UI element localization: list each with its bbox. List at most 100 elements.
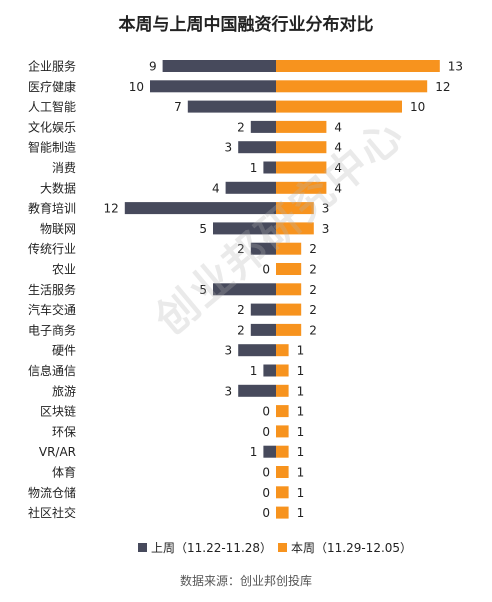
- value-label-this-week: 4: [334, 141, 342, 155]
- value-label-last-week: 2: [237, 120, 245, 134]
- bar-this-week: [276, 364, 289, 377]
- bar-last-week: [250, 242, 276, 255]
- legend-label-last-week: 上周（11.22-11.28）: [151, 541, 272, 555]
- bar-this-week: [276, 60, 440, 72]
- value-label-this-week: 1: [297, 486, 305, 500]
- value-label-this-week: 10: [410, 100, 425, 114]
- value-label-this-week: 4: [334, 181, 342, 195]
- value-label-last-week: 0: [262, 466, 270, 480]
- bar-last-week: [250, 323, 276, 336]
- value-label-last-week: 4: [212, 181, 220, 195]
- category-label: 汽车交通: [28, 302, 76, 317]
- bar-last-week: [263, 364, 276, 377]
- category-label: 大数据: [40, 180, 76, 195]
- value-label-last-week: 2: [237, 303, 245, 317]
- bar-this-week: [276, 181, 327, 194]
- category-label: 农业: [52, 263, 76, 277]
- value-label-last-week: 3: [225, 344, 233, 358]
- value-label-this-week: 2: [309, 263, 317, 277]
- category-label: 区块链: [40, 404, 76, 419]
- bar-last-week: [150, 80, 276, 93]
- value-label-this-week: 4: [334, 120, 342, 134]
- bar-this-week: [276, 344, 289, 357]
- value-label-last-week: 10: [129, 80, 144, 94]
- bar-this-week: [276, 405, 289, 418]
- category-label: 医疗健康: [28, 79, 76, 94]
- value-label-last-week: 0: [262, 263, 270, 277]
- bar-last-week: [238, 344, 276, 357]
- category-label: 传统行业: [28, 241, 76, 256]
- bar-last-week: [124, 202, 276, 215]
- bar-last-week: [238, 141, 276, 154]
- bar-this-week: [276, 323, 302, 336]
- value-label-this-week: 2: [309, 242, 317, 256]
- category-label: 物流仓储: [28, 485, 76, 500]
- bar-last-week: [263, 161, 276, 174]
- value-label-this-week: 1: [297, 384, 305, 398]
- bar-last-week: [162, 60, 276, 72]
- bar-this-week: [276, 506, 289, 519]
- bar-last-week: [213, 222, 276, 235]
- value-label-this-week: 1: [297, 445, 305, 459]
- value-label-this-week: 1: [297, 344, 305, 358]
- category-label: 企业服务: [28, 59, 76, 74]
- value-label-this-week: 2: [309, 323, 317, 337]
- value-label-last-week: 1: [250, 445, 258, 459]
- value-label-this-week: 1: [297, 425, 305, 439]
- bar-last-week: [187, 100, 276, 113]
- value-label-last-week: 2: [237, 242, 245, 256]
- source-note: 数据来源：创业邦创投库: [180, 573, 312, 588]
- bar-this-week: [276, 486, 289, 499]
- value-label-last-week: 2: [237, 323, 245, 337]
- value-label-this-week: 4: [334, 161, 342, 175]
- category-label: 消费: [52, 161, 76, 175]
- category-label: VR/AR: [39, 445, 76, 459]
- value-label-last-week: 12: [104, 202, 119, 216]
- chart-title: 本周与上周中国融资行业分布对比: [119, 14, 374, 35]
- value-label-last-week: 9: [149, 60, 157, 74]
- value-label-last-week: 1: [250, 364, 258, 378]
- bar-this-week: [276, 161, 327, 174]
- category-label: 智能制造: [28, 140, 76, 155]
- value-label-last-week: 1: [250, 161, 258, 175]
- value-label-last-week: 0: [262, 425, 270, 439]
- bar-this-week: [276, 283, 302, 296]
- bar-this-week: [276, 202, 314, 215]
- category-label: 环保: [52, 425, 76, 439]
- bar-last-week: [250, 303, 276, 316]
- category-label: 旅游: [52, 384, 76, 398]
- bar-this-week: [276, 425, 289, 438]
- value-label-this-week: 12: [435, 80, 450, 94]
- bar-this-week: [276, 263, 302, 275]
- category-label: 硬件: [52, 344, 76, 358]
- category-label: 电子商务: [28, 322, 76, 337]
- category-label: 信息通信: [28, 363, 76, 378]
- category-label: 教育培训: [28, 201, 76, 216]
- value-label-last-week: 3: [225, 384, 233, 398]
- value-label-last-week: 5: [199, 222, 207, 236]
- value-label-last-week: 0: [262, 405, 270, 419]
- value-label-this-week: 3: [322, 202, 330, 216]
- value-label-this-week: 3: [322, 222, 330, 236]
- bar-this-week: [276, 222, 314, 235]
- legend: 上周（11.22-11.28） 本周（11.29-12.05）: [138, 541, 412, 555]
- value-label-last-week: 3: [225, 141, 233, 155]
- bar-this-week: [276, 445, 289, 458]
- value-label-this-week: 1: [297, 405, 305, 419]
- value-label-this-week: 2: [309, 303, 317, 317]
- category-label: 人工智能: [28, 99, 76, 114]
- bar-this-week: [276, 100, 402, 113]
- bar-this-week: [276, 141, 327, 154]
- legend-swatch-this-week: [278, 543, 287, 552]
- category-label: 文化娱乐: [28, 119, 76, 134]
- bar-last-week: [263, 445, 276, 458]
- category-label: 体育: [52, 465, 76, 480]
- value-label-last-week: 0: [262, 486, 270, 500]
- bar-this-week: [276, 80, 428, 93]
- value-label-this-week: 1: [297, 506, 305, 520]
- bar-this-week: [276, 242, 302, 255]
- legend-label-this-week: 本周（11.29-12.05）: [291, 541, 412, 555]
- value-label-last-week: 5: [199, 283, 207, 297]
